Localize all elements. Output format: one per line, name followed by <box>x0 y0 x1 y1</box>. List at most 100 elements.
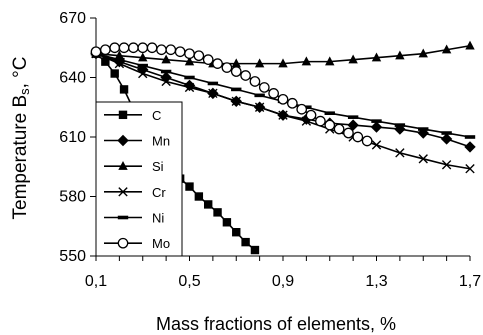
legend-item-si: Si <box>104 159 164 174</box>
data-point-mn <box>440 133 453 145</box>
y-tick-label: 640 <box>59 70 86 87</box>
legend-label: Cr <box>152 185 166 200</box>
series-mo <box>90 42 373 147</box>
data-point-mn <box>160 71 172 84</box>
data-point-mo <box>212 58 223 69</box>
data-point-mo <box>184 48 195 60</box>
data-point-mo <box>202 54 214 66</box>
data-point-mo <box>286 97 298 109</box>
data-point-mo <box>305 109 317 121</box>
y-axis-title: Temperature Bs, °C <box>10 56 32 219</box>
data-point-ni <box>441 131 452 135</box>
data-point-si <box>465 40 475 50</box>
data-point-mn <box>113 55 126 68</box>
data-point-mo <box>137 42 149 54</box>
data-point-si <box>418 48 428 58</box>
data-point-cr <box>371 140 382 150</box>
data-point-cr <box>231 96 241 106</box>
data-point-mo <box>249 76 261 87</box>
data-point-c <box>110 69 119 78</box>
series-group <box>90 40 476 255</box>
data-point-ni <box>114 57 125 62</box>
data-point-mn <box>347 119 359 131</box>
data-point-ni <box>231 87 242 92</box>
legend-label: Mo <box>152 236 170 251</box>
x-tick-label: 0,9 <box>272 273 294 290</box>
data-point-mo <box>361 135 373 147</box>
data-point-si <box>301 56 312 66</box>
data-point-si <box>138 52 148 62</box>
data-point-ni <box>371 119 382 123</box>
data-point-c <box>185 182 194 191</box>
legend: C Mn Si Cr Ni Mo <box>95 101 183 257</box>
data-point-cr <box>441 160 452 170</box>
data-point-mo <box>315 115 326 127</box>
data-point-si <box>395 50 405 60</box>
data-point-c <box>119 85 129 94</box>
legend-item-ni: Ni <box>104 211 164 226</box>
data-point-mo <box>193 50 205 62</box>
data-point-ni <box>160 69 172 74</box>
legend-item-mo: Mo <box>104 236 170 251</box>
x-tick-label: 1,7 <box>459 273 481 290</box>
data-point-mo <box>230 66 242 77</box>
data-point-ni <box>137 63 148 68</box>
data-point-mo <box>90 46 102 58</box>
data-point-mo <box>156 44 167 56</box>
data-point-c <box>204 200 213 209</box>
data-point-c <box>101 57 110 66</box>
data-point-si <box>371 52 382 62</box>
data-point-ni <box>394 123 406 127</box>
data-point-ni <box>347 115 359 119</box>
y-tick-label: 550 <box>59 248 86 265</box>
data-point-mo <box>221 62 233 73</box>
data-point-mn <box>370 121 383 133</box>
data-point-mo <box>128 42 139 54</box>
data-point-cr <box>254 102 265 112</box>
legend-marker-ni <box>117 215 129 220</box>
data-point-cr <box>161 76 171 87</box>
y-axis-title-unit: , °C <box>10 56 31 88</box>
data-point-mo <box>174 46 186 58</box>
data-point-cr <box>465 164 475 174</box>
data-point-si <box>348 54 358 64</box>
data-point-si <box>161 54 171 64</box>
data-point-mo <box>118 42 130 54</box>
legend-marker-mn <box>117 134 129 147</box>
legend-marker-mo <box>117 237 129 249</box>
legend-box <box>95 101 183 257</box>
data-point-ni <box>184 75 195 80</box>
y-tick-label: 610 <box>59 129 86 146</box>
data-point-c <box>250 245 260 255</box>
data-point-si <box>114 50 125 60</box>
data-point-mn <box>137 63 149 76</box>
x-tick-label: 0,1 <box>85 273 107 290</box>
y-tick-label: 670 <box>59 10 86 27</box>
legend-item-cr: Cr <box>104 185 166 200</box>
data-point-mo <box>352 131 364 143</box>
data-point-c <box>241 237 250 247</box>
data-point-ni <box>254 93 265 98</box>
data-point-si <box>325 56 335 66</box>
data-point-cr <box>278 110 288 120</box>
legend-marker-si <box>118 160 128 170</box>
y-axis-title-subscript: s <box>17 88 32 95</box>
data-point-mn <box>464 141 476 153</box>
legend-label: Si <box>152 159 164 174</box>
data-point-si <box>184 56 195 66</box>
data-point-c <box>232 228 241 237</box>
data-point-ni <box>464 135 476 139</box>
data-point-mn <box>417 127 429 139</box>
data-point-mo <box>277 93 289 105</box>
data-point-si <box>254 58 265 68</box>
data-point-cr <box>208 88 218 99</box>
legend-label: Ni <box>152 211 164 226</box>
data-point-c <box>194 192 204 201</box>
data-point-ni <box>418 127 429 131</box>
x-tick-label: 1,3 <box>365 273 387 290</box>
data-point-mo <box>146 42 158 54</box>
data-point-mn <box>183 79 196 92</box>
data-point-mo <box>109 42 121 54</box>
data-point-c <box>213 208 222 217</box>
